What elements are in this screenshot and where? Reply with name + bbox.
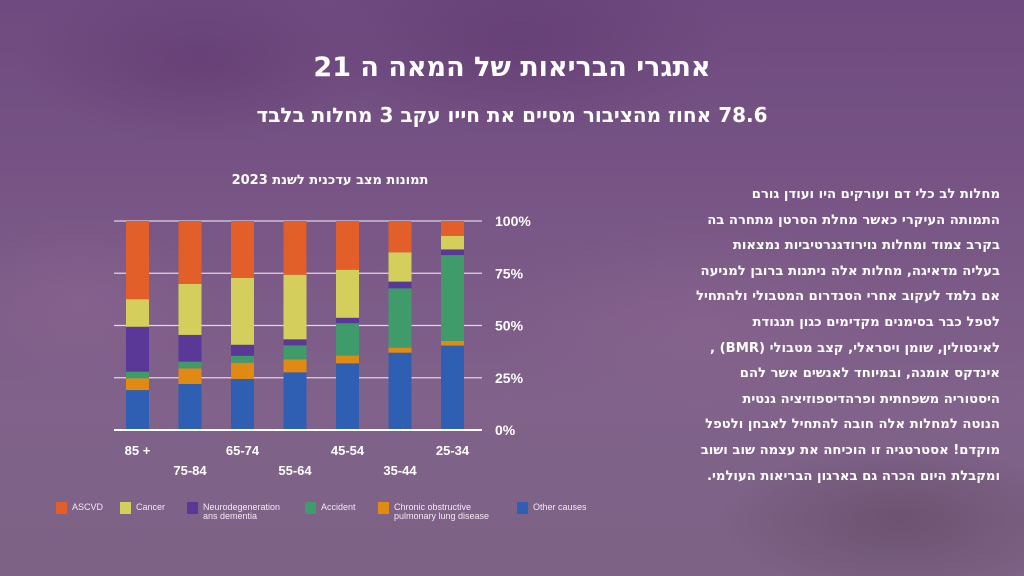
bar-segment xyxy=(231,355,254,363)
paragraph-line: ומקבלת היום הכרה גם בארגון הבריאות העולמ… xyxy=(707,468,1000,484)
y-tick-label: 75% xyxy=(495,265,524,281)
page-subtitle: 78.6 אחוז מהציבור מסיים את חייו עקב 3 מח… xyxy=(256,103,768,127)
legend-item-neurodegeneration: Neurodegeneration ans dementia xyxy=(187,500,280,521)
bar-segment xyxy=(388,288,412,348)
paragraph-line: היסטוריה משפחתית ופרהדיספוזיציה גנטית xyxy=(742,391,1000,407)
bar-segment xyxy=(178,384,202,430)
bar-segment xyxy=(388,252,412,282)
bar-segment xyxy=(126,326,149,372)
legend-label: Accident xyxy=(321,502,356,512)
bar-segment xyxy=(126,221,149,300)
paragraph-line: לטפל כבר בסימנים מקדימים כגון תנגודת xyxy=(752,314,1000,330)
bar-segment xyxy=(231,221,254,278)
bar-segment xyxy=(178,361,202,369)
bar-segment xyxy=(283,339,307,346)
bar-segment xyxy=(441,340,464,346)
legend-swatch xyxy=(378,502,389,514)
bar-segment xyxy=(231,277,254,345)
y-tick-label: 50% xyxy=(495,318,524,334)
bar-segment xyxy=(388,281,412,289)
paragraph-line: מוקדם! אסטרטגיה זו הוכיחה את עצמה שוב וש… xyxy=(700,442,1000,458)
legend-swatch xyxy=(120,502,131,514)
description-paragraph: מחלות לב כלי דם ועורקים היו ועודן גורם ה… xyxy=(628,182,1000,489)
bar-segment xyxy=(178,283,202,335)
bar-segment xyxy=(126,299,149,327)
x-tick-label: 85 + xyxy=(125,443,151,458)
bar-segment xyxy=(336,355,359,364)
chart-legend: ASCVD Cancer Neurodegeneration ans demen… xyxy=(0,500,620,530)
bar-segment xyxy=(126,371,149,379)
bar-segment xyxy=(231,344,254,356)
paragraph-line: אינדקס אומגה, ובמיוחד לאנשים אשר להם xyxy=(739,366,1000,382)
paragraph-line: לאינסולין, שומן ויסראלי, קצב מטבולי (BMR… xyxy=(710,340,1000,356)
legend-swatch xyxy=(56,502,67,514)
x-tick-label: 65-74 xyxy=(226,443,260,458)
y-tick-label: 0% xyxy=(495,422,516,438)
legend-item-other-causes: Other causes xyxy=(517,500,587,514)
bar-segment xyxy=(441,345,464,430)
bar-segment xyxy=(388,221,412,253)
bar-segment xyxy=(231,362,254,380)
paragraph-line: התמותה העיקרי כאשר מחלת הסרטן מתחרה בה xyxy=(707,212,1000,228)
bar-segment xyxy=(126,378,149,391)
y-tick-label: 100% xyxy=(495,213,531,229)
y-tick-labels: 0% 25% 50% 75% 100% xyxy=(495,213,531,438)
bar-segment xyxy=(231,379,254,430)
bar-segment xyxy=(441,221,464,236)
x-tick-label: 75-84 xyxy=(173,463,207,478)
legend-item-accident: Accident xyxy=(305,500,356,514)
paragraph-line: מחלות לב כלי דם ועורקים היו ועודן גורם xyxy=(751,187,1000,202)
bar-segment xyxy=(283,345,307,360)
x-tick-label: 55-64 xyxy=(278,463,312,478)
paragraph-line: הנוטה למחלות אלה חובה להתחיל לאבחן ולטפל xyxy=(705,417,1000,433)
bar-segment xyxy=(178,221,202,284)
legend-item-cancer: Cancer xyxy=(120,500,165,514)
bar-segment xyxy=(336,317,359,324)
paragraph-line: אם נלמד לעקוב אחרי הסנדרום המטבולי ולהתח… xyxy=(696,289,1000,305)
x-tick-label: 25-34 xyxy=(436,443,470,458)
bar-segment xyxy=(283,359,307,373)
legend-item-ascvd: ASCVD xyxy=(56,500,103,514)
legend-label: Chronic obstructive pulmonary lung disea… xyxy=(394,502,490,521)
bar-segment xyxy=(336,323,359,356)
bar-segment xyxy=(441,249,464,256)
y-tick-label: 25% xyxy=(495,370,524,386)
paragraph-line: בעליה מדאיגה, מחלות אלה ניתנות ברובן למנ… xyxy=(700,263,1000,279)
chart-title: תמונות מצב עדכנית לשנת 2023 xyxy=(231,173,429,188)
bar-segment xyxy=(336,269,359,318)
bars xyxy=(126,221,464,430)
bar-segment xyxy=(178,368,202,385)
legend-label: Neurodegeneration ans dementia xyxy=(203,502,281,521)
legend-swatch xyxy=(187,502,198,514)
x-tick-label: 45-54 xyxy=(331,443,365,458)
bar-segment xyxy=(441,255,464,341)
x-tick-labels: 85 + 75-84 65-74 55-64 45-54 35-44 25-34 xyxy=(125,443,470,478)
legend-swatch xyxy=(517,502,528,514)
bar-segment xyxy=(336,363,359,430)
bar-segment xyxy=(178,334,202,362)
bar-segment xyxy=(336,221,359,270)
legend-label: ASCVD xyxy=(72,502,104,512)
paragraph-line: בקרב צמוד ומחלות נוירודגנרטיביות נמצאות xyxy=(732,238,1000,254)
bar-segment xyxy=(388,347,412,353)
page-title: אתגרי הבריאות של המאה ה 21 xyxy=(313,52,711,83)
bar-segment xyxy=(283,221,307,275)
bar-segment xyxy=(283,274,307,340)
legend-label: Other causes xyxy=(533,502,587,512)
legend-item-copd: Chronic obstructive pulmonary lung disea… xyxy=(378,500,489,521)
bar-segment xyxy=(388,352,412,430)
bar-segment xyxy=(283,372,307,430)
bar-segment xyxy=(441,235,464,250)
legend-swatch xyxy=(305,502,316,514)
x-tick-label: 35-44 xyxy=(383,463,417,478)
bar-segment xyxy=(126,390,149,430)
legend-label: Cancer xyxy=(136,502,166,512)
